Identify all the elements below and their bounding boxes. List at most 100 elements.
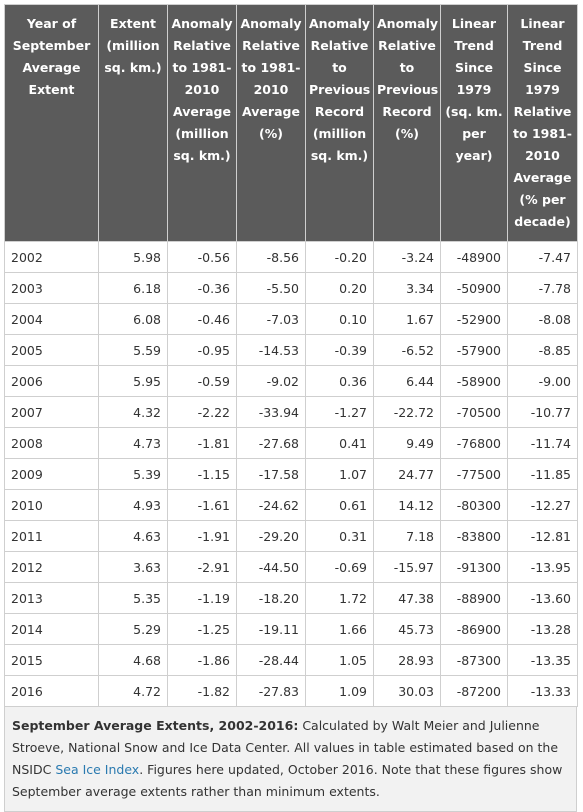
table-cell: -13.95: [507, 551, 578, 583]
column-header: Anomaly Relative to 1981-2010 Average (m…: [167, 4, 237, 242]
table-cell: -1.61: [167, 489, 237, 521]
table-cell: 2010: [4, 489, 99, 521]
table-cell: -91300: [440, 551, 508, 583]
table-cell: 6.44: [373, 365, 441, 397]
table-cell: -2.22: [167, 396, 237, 428]
table-cell: -13.28: [507, 613, 578, 645]
table-cell: 2006: [4, 365, 99, 397]
table-cell: -27.83: [236, 675, 306, 707]
table-cell: -5.50: [236, 272, 306, 304]
table-cell: 1.67: [373, 303, 441, 335]
table-cell: -0.95: [167, 334, 237, 366]
table-cell: 2009: [4, 458, 99, 490]
table-cell: 0.36: [305, 365, 374, 397]
table-cell: 5.39: [98, 458, 168, 490]
table-cell: -44.50: [236, 551, 306, 583]
table-cell: -48900: [440, 241, 508, 273]
table-row: 2011 4.63 -1.91 -29.20 0.31 7.18 -83800 -12.81: [4, 520, 578, 552]
table-cell: 2005: [4, 334, 99, 366]
caption-text: . Figures here updated, October 2016. No…: [12, 762, 563, 799]
column-header: Anomaly Relative to Previous Record (mil…: [305, 4, 374, 242]
table-cell: 5.98: [98, 241, 168, 273]
table-cell: -15.97: [373, 551, 441, 583]
table-cell: -0.59: [167, 365, 237, 397]
table-cell: 6.08: [98, 303, 168, 335]
table-cell: 3.63: [98, 551, 168, 583]
table-cell: -83800: [440, 520, 508, 552]
table-cell: -8.08: [507, 303, 578, 335]
table-row: 2008 4.73 -1.81 -27.68 0.41 9.49 -76800 -11.74: [4, 427, 578, 459]
caption-link[interactable]: Sea Ice Index: [55, 762, 140, 777]
table-cell: -18.20: [236, 582, 306, 614]
table-cell: -87200: [440, 675, 508, 707]
table-cell: -19.11: [236, 613, 306, 645]
data-table: Year of September Average Extent Extent (…: [4, 4, 578, 707]
table-cell: 24.77: [373, 458, 441, 490]
table-cell: 9.49: [373, 427, 441, 459]
table-cell: -33.94: [236, 396, 306, 428]
table-cell: 2003: [4, 272, 99, 304]
table-cell: -57900: [440, 334, 508, 366]
table-cell: 30.03: [373, 675, 441, 707]
table-cell: -17.58: [236, 458, 306, 490]
column-header: Linear Trend Since 1979 Relative to 1981…: [507, 4, 578, 242]
table-container: Year of September Average Extent Extent (…: [4, 4, 578, 812]
table-cell: 2008: [4, 427, 99, 459]
table-cell: 4.72: [98, 675, 168, 707]
table-row: 2015 4.68 -1.86 -28.44 1.05 28.93 -87300 -13.35: [4, 644, 578, 676]
table-cell: -80300: [440, 489, 508, 521]
table-cell: -11.85: [507, 458, 578, 490]
table-cell: -7.78: [507, 272, 578, 304]
table-cell: -70500: [440, 396, 508, 428]
table-cell: 2015: [4, 644, 99, 676]
column-header: Year of September Average Extent: [4, 4, 99, 242]
table-cell: -24.62: [236, 489, 306, 521]
table-cell: 2014: [4, 613, 99, 645]
table-cell: 2002: [4, 241, 99, 273]
table-row: 2014 5.29 -1.25 -19.11 1.66 45.73 -86900 -13.28: [4, 613, 578, 645]
table-cell: -1.25: [167, 613, 237, 645]
table-cell: 47.38: [373, 582, 441, 614]
table-cell: -50900: [440, 272, 508, 304]
table-cell: -0.39: [305, 334, 374, 366]
table-cell: 3.34: [373, 272, 441, 304]
table-cell: -8.85: [507, 334, 578, 366]
caption-title: September Average Extents, 2002-2016:: [12, 718, 299, 733]
table-cell: -11.74: [507, 427, 578, 459]
table-cell: -0.20: [305, 241, 374, 273]
table-cell: -1.15: [167, 458, 237, 490]
table-cell: 4.68: [98, 644, 168, 676]
table-cell: -1.19: [167, 582, 237, 614]
table-cell: -12.81: [507, 520, 578, 552]
table-cell: -77500: [440, 458, 508, 490]
table-row: 2012 3.63 -2.91 -44.50 -0.69 -15.97 -91300 -13.…: [4, 551, 578, 583]
table-cell: -1.91: [167, 520, 237, 552]
table-cell: 0.61: [305, 489, 374, 521]
table-cell: -0.69: [305, 551, 374, 583]
table-cell: -2.91: [167, 551, 237, 583]
table-cell: -1.27: [305, 396, 374, 428]
table-cell: -13.35: [507, 644, 578, 676]
table-cell: -1.86: [167, 644, 237, 676]
table-cell: 5.95: [98, 365, 168, 397]
table-cell: 5.59: [98, 334, 168, 366]
table-row: 2013 5.35 -1.19 -18.20 1.72 47.38 -88900 -13.60: [4, 582, 578, 614]
table-cell: 6.18: [98, 272, 168, 304]
table-cell: -88900: [440, 582, 508, 614]
table-cell: 1.07: [305, 458, 374, 490]
table-cell: -12.27: [507, 489, 578, 521]
table-row: 2010 4.93 -1.61 -24.62 0.61 14.12 -80300 -12.27: [4, 489, 578, 521]
table-cell: 0.41: [305, 427, 374, 459]
table-cell: 4.73: [98, 427, 168, 459]
table-cell: -8.56: [236, 241, 306, 273]
table-body: 2002 5.98 -0.56 -8.56 -0.20 -3.24 -48900 -7.47 2…: [4, 241, 578, 707]
table-row: 2016 4.72 -1.82 -27.83 1.09 30.03 -87200 -13.33: [4, 675, 578, 707]
table-row: 2005 5.59 -0.95 -14.53 -0.39 -6.52 -57900 -8.85: [4, 334, 578, 366]
table-row: 2003 6.18 -0.36 -5.50 0.20 3.34 -50900 -7.78: [4, 272, 578, 304]
table-cell: 2013: [4, 582, 99, 614]
table-row: 2002 5.98 -0.56 -8.56 -0.20 -3.24 -48900 -7.47: [4, 241, 578, 273]
table-cell: 4.32: [98, 396, 168, 428]
table-cell: -28.44: [236, 644, 306, 676]
table-cell: 7.18: [373, 520, 441, 552]
